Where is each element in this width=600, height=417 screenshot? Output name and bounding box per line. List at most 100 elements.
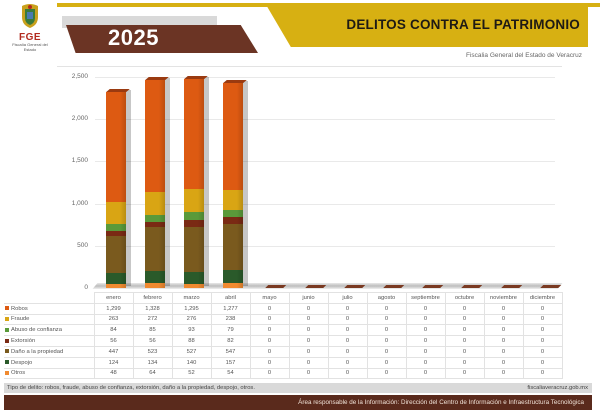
table-cell: 0 [405,367,446,380]
bar-segment-abuso-de-confianza [223,210,244,218]
bar-julio [344,285,366,288]
table-month-header: agosto [366,292,407,304]
legend-series-name: Despojo [11,359,33,366]
bar-segment-fraude [184,188,204,213]
table-cell: 0 [522,313,563,326]
table-cell: 0 [522,345,563,358]
table-cell: 0 [444,356,485,369]
bar-segment-fraude [144,192,165,216]
bar-segment-daño-a-la-propiedad [223,224,244,271]
bar-abril [223,79,249,288]
table-cell: 0 [327,335,368,347]
bar-top-face [105,89,130,93]
gridline [95,203,555,205]
table-cell: 0 [444,335,485,347]
table-cell: 0 [405,356,446,369]
table-cell: 263 [93,313,134,326]
bar-segment-robos [184,79,204,189]
table-cell: 547 [210,345,251,358]
table-cell: 0 [288,335,329,347]
table-cell: 93 [171,324,212,337]
bar-top-face [223,79,247,83]
year-banner [66,25,258,53]
bar-side-face [125,90,131,286]
bar-segment-robos [105,92,126,202]
page-title: DELITOS CONTRA EL PATRIMONIO [346,17,580,32]
table-cell: 0 [249,335,290,347]
table-month-header: enero [93,292,134,304]
table-cell: 0 [288,302,329,315]
table-cell: 276 [171,313,212,326]
table-cell: 56 [132,335,173,347]
year-label: 2025 [108,25,159,50]
table-cell: 0 [327,367,368,380]
table-cell: 0 [522,324,563,337]
bar-segment-daño-a-la-propiedad [105,235,126,274]
table-cell: 0 [366,335,407,347]
table-cell: 0 [444,302,485,315]
table-cell: 157 [210,356,251,369]
table-cell: 0 [288,356,329,369]
bar-side-face [204,77,209,286]
table-row: Despojo 124 134 140 157 0 0 0 0 0 0 0 0 [4,356,563,369]
table-cell: 447 [93,345,134,358]
bar-segment-otros [105,283,126,288]
legend-swatch-icon [5,306,9,311]
legend-label: Robos [4,302,95,315]
table-cell: 0 [249,302,290,315]
bar-noviembre [501,285,522,288]
bar-segment-despojo [144,271,165,283]
legend-swatch-icon [5,349,9,354]
table-row: Fraude 263 272 276 238 0 0 0 0 0 0 0 0 [4,313,563,326]
table-cell: 0 [405,324,446,337]
bar-segment-daño-a-la-propiedad [144,227,165,272]
gridline [95,161,555,163]
legend-series-name: Robos [11,305,28,312]
table-cell: 272 [132,313,173,326]
legend-series-name: Fraude [11,316,30,323]
y-tick-label: 2,000 [71,115,88,123]
table-cell: 48 [93,367,134,380]
table-cell: 238 [210,313,251,326]
bar-marzo [184,76,209,288]
bar-junio [305,285,326,288]
logo-subtext: Fiscalía General del Estado [12,42,48,52]
legend-label: Daño a la propiedad [4,345,95,358]
bar-segment-fraude [105,201,126,224]
table-row: Extorsión 56 56 88 82 0 0 0 0 0 0 0 0 [4,335,563,347]
table-cell: 0 [483,335,524,347]
bar-segment-despojo [223,270,244,284]
table-cell: 52 [171,367,212,380]
legend-label: Extorsión [4,335,95,347]
legend-label: Fraude [4,313,95,326]
legend-series-name: Extorsión [11,338,36,345]
bar-side-face [243,80,249,286]
table-cell: 124 [93,356,134,369]
table-cell: 0 [366,302,407,315]
legend-swatch-icon [5,360,9,365]
gridline [95,245,555,247]
footer-responsible: Área responsable de la Información: Dire… [298,399,584,406]
table-cell: 134 [132,356,173,369]
table-corner [4,293,94,304]
table-cell: 84 [93,324,134,337]
table-cell: 1,277 [210,302,251,315]
table-month-header: abril [210,292,251,304]
table-cell: 56 [93,335,134,347]
table-header-row: enero febrero marzo abril mayo junio julio agos… [4,292,563,304]
bar-segment-extorsión [105,231,126,236]
bar-septiembre [422,285,444,288]
table-month-header: marzo [171,292,212,304]
bar-segment-extorsión [184,219,204,228]
bar-segment-abuso-de-confianza [105,223,126,232]
table-cell: 82 [210,335,251,347]
table-cell: 64 [132,367,173,380]
table-cell: 0 [366,356,407,369]
y-tick-label: 0 [84,284,88,291]
table-cell: 85 [132,324,173,337]
gridline [95,77,555,78]
table-cell: 0 [483,313,524,326]
bar-segment-daño-a-la-propiedad [184,227,204,272]
table-row: Robos 1,299 1,328 1,295 1,277 0 0 0 0 0 0 0 0 [4,302,563,315]
bar-mayo [266,285,287,288]
